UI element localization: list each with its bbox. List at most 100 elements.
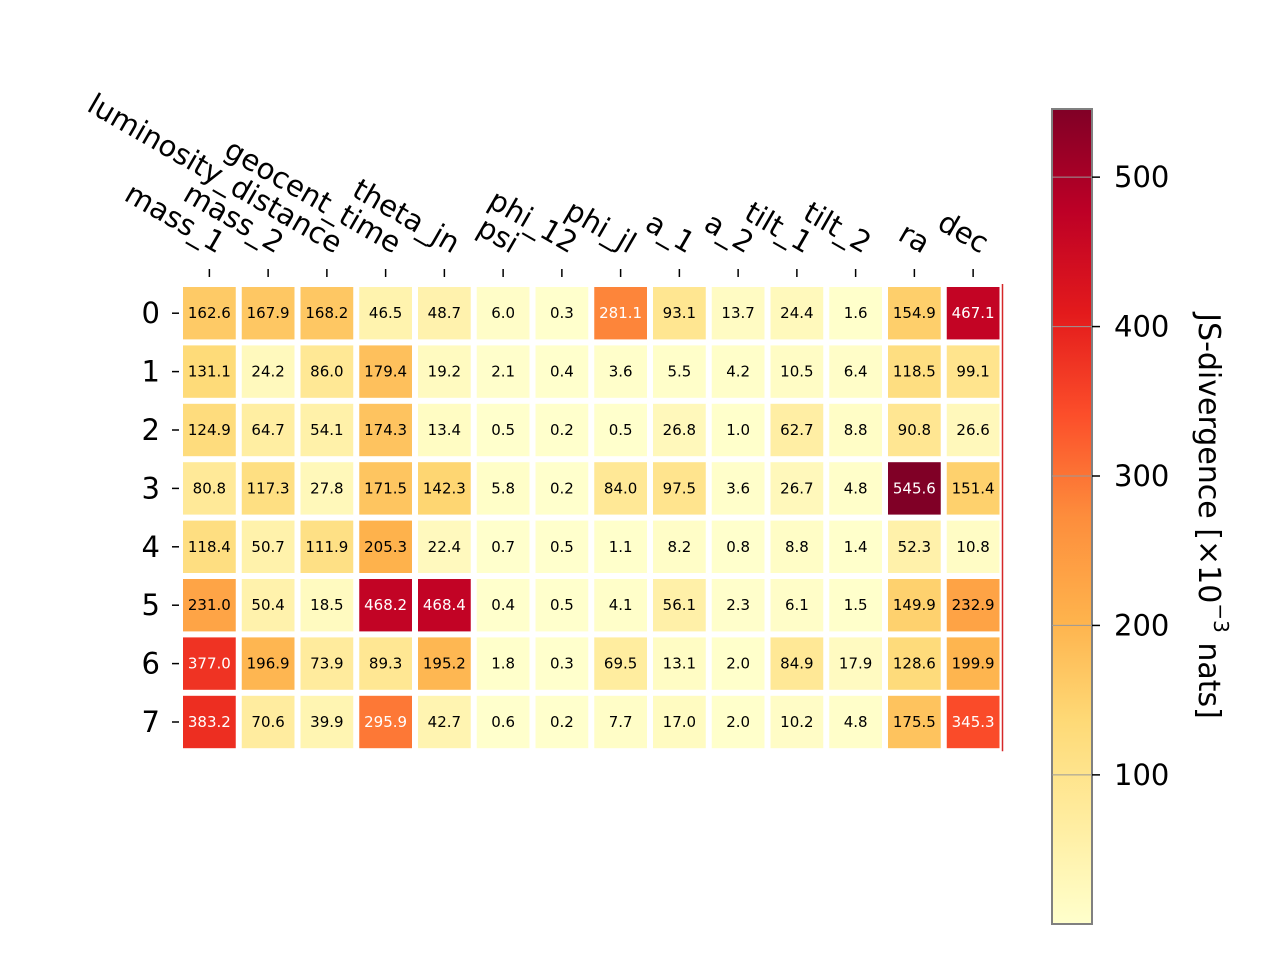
heatmap-cell-label: 0.2 [550,479,574,497]
heatmap-cell-label: 93.1 [663,304,696,322]
heatmap-cell-label: 0.4 [491,596,515,614]
column-ticks: mass_1mass_2luminosity_distancegeocent_t… [82,87,995,277]
heatmap-cell-6-mass_1 [183,637,236,690]
heatmap-cell-1-a_2 [711,345,765,398]
heatmap-cell-label: 131.1 [188,363,231,381]
heatmap-cell-label: 3.6 [726,479,750,497]
heatmap-cell-0-geocent_time [359,287,412,340]
heatmap-cell-4-ra [888,520,941,573]
heatmap-cell-2-tilt_1 [770,403,824,457]
heatmap-cell-5-a_1 [653,579,706,632]
heatmap-cell-6-phi_jl [594,637,647,690]
heatmap-cell-label: 62.7 [780,421,813,439]
heatmap-cell-label: 5.8 [491,479,515,497]
heatmap-cell-6-a_1 [653,637,706,690]
heatmap-cell-label: 179.4 [364,363,407,381]
row-label: 3 [142,471,160,505]
heatmap-cell-2-phi_jl [594,403,647,457]
heatmap-cell-3-tilt_2 [829,462,882,515]
heatmap-cell-3-mass_2 [241,462,295,515]
heatmap-cell-2-luminosity_distance [300,403,354,457]
heatmap-grid: 162.6 167.9 168.2 46.5 48.7 6.0 0.3 281.1 93.1 13… [183,284,1004,752]
heatmap-cell-3-phi_jl [594,462,647,515]
heatmap-cell-5-tilt_2 [829,579,882,632]
heatmap-cell-label: 174.3 [364,421,407,439]
heatmap-cell-label: 0.3 [550,304,574,322]
heatmap-cell-3-ra [888,462,941,515]
heatmap-cell-label: 0.3 [550,655,574,673]
heatmap-cell-label: 17.0 [663,713,696,731]
heatmap-cell-3-a_2 [711,462,765,515]
heatmap-cell-0-phi_jl [594,287,647,340]
heatmap-cell-label: 13.1 [663,655,696,673]
heatmap-cell-0-ra [888,287,941,340]
heatmap-cell-6-ra [888,637,941,690]
heatmap-cell-label: 70.6 [251,713,284,731]
heatmap-cell-7-psi [476,695,530,749]
heatmap-cell-3-phi_12 [535,462,589,515]
row-label: 7 [142,705,160,739]
heatmap-cell-label: 1.6 [844,304,868,322]
heatmap-cell-0-psi [476,287,530,340]
heatmap-cell-3-geocent_time [359,462,412,515]
heatmap-cell-2-mass_1 [183,403,236,457]
heatmap-cell-label: 84.9 [780,655,813,673]
heatmap-cell-7-geocent_time [359,695,412,749]
heatmap-cell-7-phi_jl [594,695,647,749]
heatmap-cell-label: 151.4 [952,479,995,497]
heatmap-cell-label: 89.3 [369,655,402,673]
heatmap-cell-label: 18.5 [310,596,343,614]
heatmap-cell-label: 1.0 [726,421,750,439]
heatmap-cell-label: 0.6 [491,713,515,731]
heatmap-cell-4-a_2 [711,520,765,573]
heatmap-cell-0-tilt_1 [770,287,824,340]
heatmap-cell-6-tilt_2 [829,637,882,690]
heatmap-cell-label: 27.8 [310,479,343,497]
heatmap-cell-label: 90.8 [898,421,931,439]
heatmap-cell-label: 1.1 [609,538,633,556]
heatmap-cell-label: 111.9 [305,538,348,556]
heatmap-cell-5-a_2 [711,579,765,632]
heatmap-cell-label: 117.3 [247,479,290,497]
heatmap-cell-label: 0.2 [550,421,574,439]
heatmap-cell-label: 6.1 [785,596,809,614]
heatmap-cell-4-phi_jl [594,520,647,573]
heatmap-cell-label: 80.8 [193,479,226,497]
row-label: 6 [142,647,160,681]
heatmap-cell-5-psi [476,579,530,632]
colorbar-tick-label: 400 [1114,310,1169,344]
heatmap-cell-label: 6.0 [491,304,515,322]
heatmap-cell-4-dec [946,520,1000,573]
heatmap-cell-0-dec [946,287,1000,340]
colorbar-title-main: JS-divergence [×10 [1192,311,1227,603]
heatmap-cell-label: 231.0 [188,596,231,614]
heatmap-cell-label: 64.7 [251,421,284,439]
heatmap-cell-label: 39.9 [310,713,343,731]
heatmap-cell-4-tilt_2 [829,520,882,573]
heatmap-cell-label: 0.4 [550,363,574,381]
heatmap-cell-label: 52.3 [898,538,931,556]
heatmap-cell-1-tilt_1 [770,345,824,398]
heatmap-cell-label: 10.8 [956,538,989,556]
heatmap-cell-5-phi_jl [594,579,647,632]
heatmap-cell-label: 171.5 [364,479,407,497]
heatmap-cell-1-mass_2 [241,345,295,398]
heatmap-cell-5-luminosity_distance [300,579,354,632]
heatmap-cell-label: 162.6 [188,304,231,322]
row-label: 1 [142,355,160,389]
heatmap-cell-label: 24.2 [251,363,284,381]
heatmap-cell-2-geocent_time [359,403,412,457]
heatmap-cell-label: 0.5 [609,421,633,439]
heatmap-cell-4-mass_2 [241,520,295,573]
row-label: 4 [142,530,160,564]
heatmap-cell-6-tilt_1 [770,637,824,690]
heatmap-cell-6-theta_jn [418,637,471,690]
heatmap-cell-label: 73.9 [310,655,343,673]
heatmap-cell-3-tilt_1 [770,462,824,515]
heatmap-cell-label: 3.6 [609,363,633,381]
heatmap-cell-2-a_1 [653,403,706,457]
heatmap-cell-7-ra [888,695,941,749]
heatmap-cell-7-dec [946,695,1000,749]
heatmap-cell-7-tilt_1 [770,695,824,749]
heatmap-cell-5-dec [946,579,1000,632]
